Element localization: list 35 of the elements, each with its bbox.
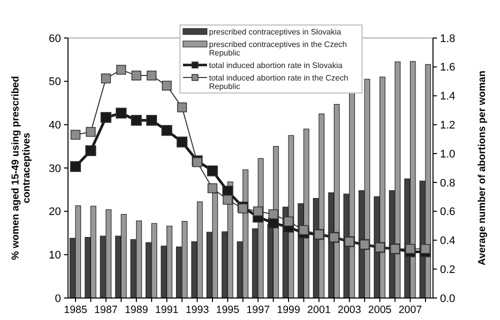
legend-label: total induced abortion rate in Slovakia — [209, 60, 343, 70]
y2-tick-label: 1.4 — [440, 90, 456, 103]
legend-label: prescribed contraceptives in the Czech Republic — [209, 40, 347, 58]
y2-tick-label: 0.6 — [440, 206, 456, 218]
y-tick-label: 30 — [48, 162, 61, 175]
y2-tick-label: 1.0 — [440, 148, 456, 160]
x-tick-label: 1997 — [246, 304, 270, 316]
y-tick-label: 40 — [48, 120, 61, 132]
y2-tick-label: 0.8 — [440, 177, 456, 190]
x-tick-label: 2003 — [338, 304, 362, 316]
x-tick-label: 1985 — [64, 304, 88, 316]
legend-label: total induced abortion rate in the Czech Republic — [209, 73, 348, 91]
y2-tick-label: 0.4 — [440, 235, 456, 248]
y-tick-label: 10 — [48, 250, 61, 262]
y-tick-label: 60 — [48, 32, 61, 45]
x-tick-label: 1999 — [276, 304, 300, 316]
x-tick-label: 2005 — [368, 304, 392, 316]
y2-axis-title: Average number of abortions per woman — [477, 70, 488, 266]
x-tick-label: 1995 — [216, 304, 240, 316]
x-tick-label: 2001 — [307, 304, 331, 316]
y-tick-label: 0 — [54, 292, 61, 305]
y2-tick-label: 0.2 — [440, 264, 456, 276]
y-axis-title: % women aged 15-49 using prescribed contraceptives — [10, 76, 32, 260]
y2-tick-label: 1.2 — [440, 120, 456, 132]
y2-tick-label: 1.6 — [440, 62, 456, 74]
y-tick-label: 50 — [48, 76, 61, 88]
x-tick-label: 1993 — [186, 304, 210, 316]
y-tick-label: 20 — [48, 206, 61, 218]
y2-tick-label: 0.0 — [440, 292, 456, 305]
x-tick-label: 2007 — [398, 304, 422, 316]
y2-tick-label: 1.8 — [440, 32, 456, 45]
legend-label: prescribed contraceptives in Slovakia — [209, 27, 342, 36]
x-tick-label: 1991 — [155, 304, 179, 316]
x-tick-label: 1987 — [94, 304, 118, 316]
x-tick-label: 1989 — [124, 304, 148, 316]
